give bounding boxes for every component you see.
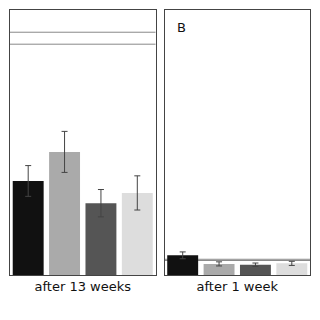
svg-text:B: B — [177, 20, 186, 35]
svg-text:after 1 week: after 1 week — [197, 279, 279, 294]
svg-text:after 13 weeks: after 13 weeks — [35, 279, 132, 294]
